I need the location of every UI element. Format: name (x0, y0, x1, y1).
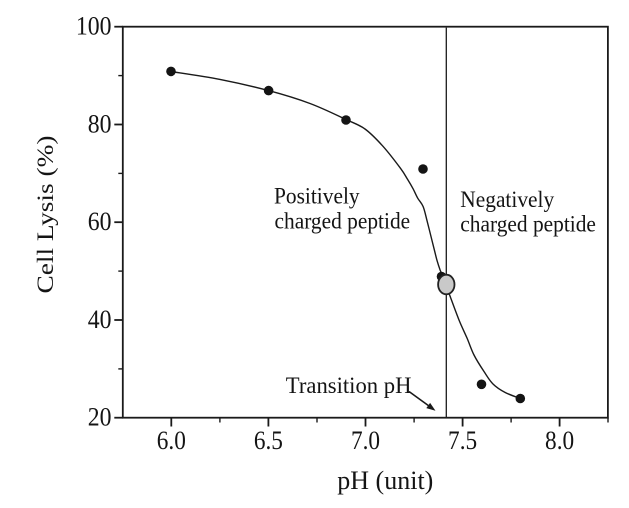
svg-text:6.0: 6.0 (157, 427, 186, 456)
svg-text:7.0: 7.0 (351, 427, 380, 456)
svg-text:7.5: 7.5 (448, 427, 477, 456)
svg-text:Transition pH: Transition pH (286, 373, 412, 398)
svg-text:charged peptide: charged peptide (460, 211, 596, 237)
svg-text:40: 40 (88, 306, 112, 334)
svg-text:20: 20 (88, 404, 112, 432)
svg-text:charged peptide: charged peptide (275, 208, 411, 234)
svg-text:Cell Lysis (%): Cell Lysis (%) (32, 135, 59, 293)
svg-text:Positively: Positively (274, 183, 360, 209)
svg-text:6.5: 6.5 (254, 427, 283, 456)
svg-text:80: 80 (88, 110, 112, 138)
svg-text:8.0: 8.0 (545, 427, 574, 456)
svg-text:pH (unit): pH (unit) (337, 466, 433, 495)
svg-text:60: 60 (88, 208, 112, 236)
svg-text:Negatively: Negatively (460, 186, 555, 212)
svg-text:100: 100 (76, 13, 112, 41)
